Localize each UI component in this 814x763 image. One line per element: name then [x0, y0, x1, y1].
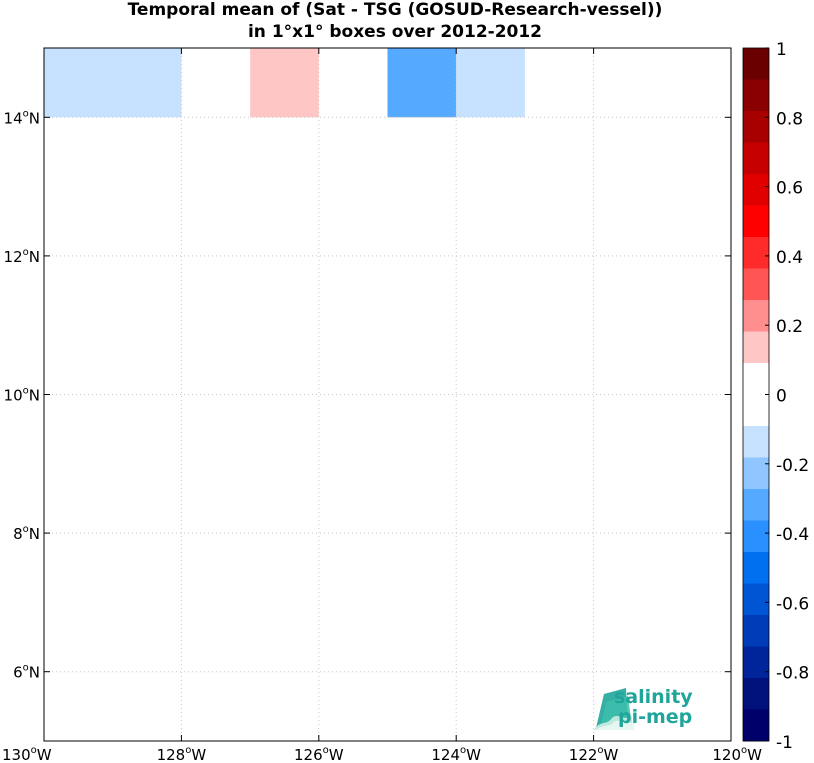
colorbar-tick-label-1: 0.8 — [776, 109, 803, 129]
colorbar-bin-1 — [743, 79, 769, 112]
y-tick-label-2: 10oN — [4, 386, 40, 405]
colorbar-tick-label-6: -0.2 — [776, 456, 809, 476]
colorbar-tick-label-7: -0.4 — [776, 525, 809, 545]
logo-line2: pi-mep — [618, 706, 693, 728]
colorbar-bin-7 — [743, 268, 769, 301]
colorbar: 1 0.8 0.6 0.4 0.2 0 -0.2 -0.4 -0.6 -0.8 -1 — [742, 40, 809, 753]
colorbar-bin-19 — [743, 646, 769, 679]
y-tick-label-1: 8oN — [13, 524, 40, 543]
colorbar-bin-13 — [743, 457, 769, 490]
heatmap-cells — [44, 48, 525, 118]
x-tick-label-3: 124oW — [431, 745, 481, 763]
plot-frame — [43, 47, 732, 742]
colorbar-bin-17 — [743, 583, 769, 616]
grid-lines — [44, 48, 731, 741]
colorbar-bin-8 — [743, 300, 769, 332]
colorbar-tick-label-2: 0.6 — [776, 179, 803, 199]
logo-line1: salinity — [614, 686, 693, 708]
salinity-pimep-logo: salinity pi-mep — [592, 684, 722, 732]
colorbar-bin-6 — [743, 237, 769, 269]
heatmap-cell-1 — [250, 48, 319, 118]
colorbar-bin-9 — [743, 331, 769, 364]
x-tick-label-1: 128oW — [157, 745, 207, 763]
colorbar-tick-label-9: -0.8 — [776, 664, 809, 684]
colorbar-tick-label-0: 1 — [776, 40, 787, 60]
colorbar-bin-21 — [743, 709, 769, 742]
colorbar-bin-15 — [743, 520, 769, 553]
colorbar-bin-14 — [743, 489, 769, 521]
y-tick-label-4: 14oN — [4, 108, 40, 127]
y-tick-label-0: 6oN — [13, 663, 40, 682]
colorbar-bin-5 — [743, 205, 769, 238]
colorbar-bin-0 — [743, 48, 769, 80]
waves-logo-icon — [594, 688, 634, 730]
heatmap-cell-3 — [456, 48, 525, 118]
colorbar-bin-20 — [743, 678, 769, 710]
x-tick-label-0: 130oW — [2, 745, 52, 763]
axis-ticks: 130oW 128oW 126oW 124oW 122oW 120oW 6oN 8oN 10oN… — [2, 48, 762, 763]
y-tick-label-3: 12oN — [4, 247, 40, 266]
colorbar-bin-18 — [743, 615, 769, 647]
colorbar-tick-label-10: -1 — [776, 733, 793, 753]
colorbar-tick-label-5: 0 — [776, 387, 787, 407]
x-tick-label-5: 120oW — [712, 745, 762, 763]
colorbar-tick-label-4: 0.2 — [776, 317, 803, 337]
colorbar-bin-2 — [743, 111, 769, 143]
colorbar-tick-label-3: 0.4 — [776, 248, 803, 268]
colorbar-tick-label-8: -0.6 — [776, 594, 809, 614]
colorbar-bin-3 — [743, 142, 769, 175]
colorbar-bin-11 — [743, 394, 769, 427]
heatmap-cell-2 — [387, 48, 457, 118]
chart-title-line1: Temporal mean of (Sat - TSG (GOSUD-Resea… — [127, 0, 663, 20]
colorbar-bin-16 — [743, 552, 769, 584]
heatmap-cell-0 — [44, 48, 182, 118]
x-tick-label-4: 122oW — [569, 745, 619, 763]
chart-title-line2: in 1°x1° boxes over 2012-2012 — [247, 22, 543, 42]
colorbar-bin-4 — [743, 174, 769, 206]
colorbar-bin-12 — [743, 426, 769, 458]
x-tick-label-2: 126oW — [294, 745, 344, 763]
colorbar-bin-10 — [743, 363, 769, 395]
